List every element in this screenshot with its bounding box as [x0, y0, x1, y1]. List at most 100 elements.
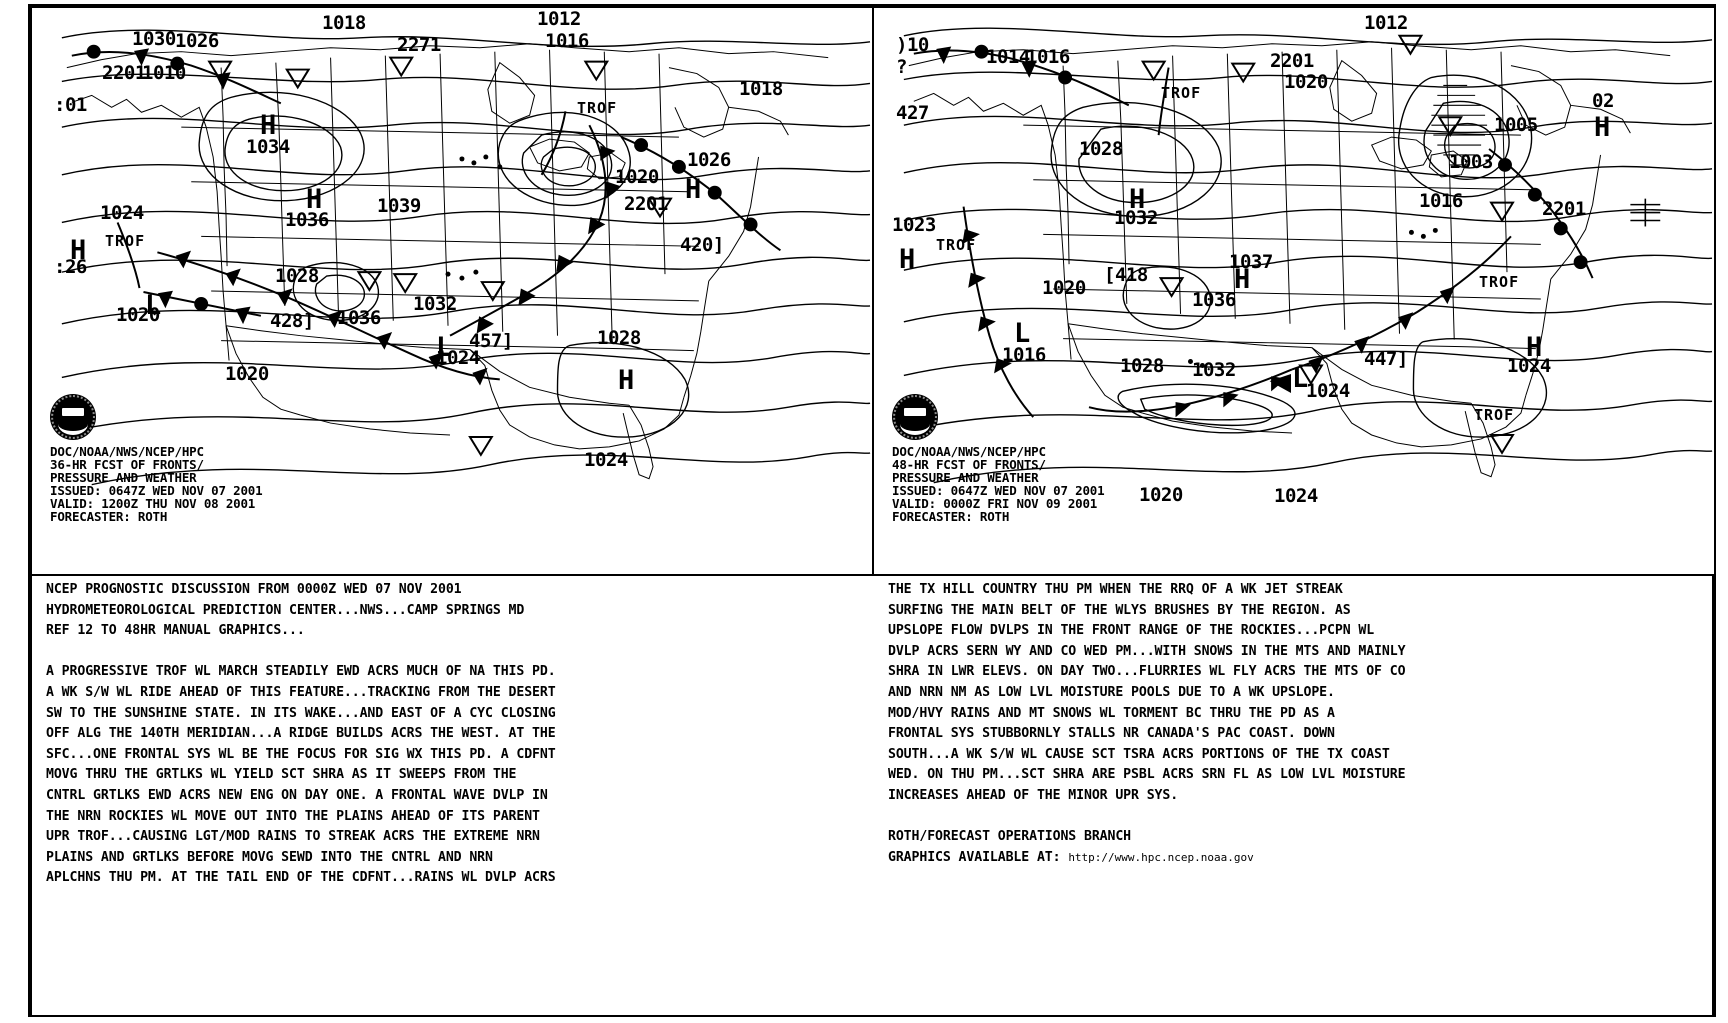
prognostic-discussion-section: NCEP PROGNOSTIC DISCUSSION FROM 0000Z WE… — [30, 574, 1714, 1017]
high-pressure-marker: H — [1234, 264, 1251, 295]
isobar-label: 1020 — [1284, 71, 1328, 93]
isobar-label: 1030 — [132, 28, 176, 50]
discussion-line: A WK S/W WL RIDE AHEAD OF THIS FEATURE..… — [46, 684, 556, 700]
high-pressure-marker: H — [1526, 332, 1543, 363]
caption-product-line2: PRESSURE AND WEATHER — [50, 470, 197, 485]
discussion-line: OFF ALG THE 140TH MERIDIAN...A RIDGE BUI… — [46, 726, 556, 742]
caption-product-line1: 48-HR FCST OF FRONTS/ — [892, 457, 1046, 472]
map-panel-36hr[interactable]: 1018 1012 1016 2271 1030 1026 2201 1010 … — [30, 6, 874, 576]
isobar-label: 1024 — [1274, 485, 1318, 507]
isobar-label: 1036 — [1192, 289, 1236, 311]
discussion-line: SFC...ONE FRONTAL SYS WL BE THE FOCUS FO… — [46, 746, 556, 762]
seal-ring — [51, 395, 95, 439]
discussion-line: INCREASES AHEAD OF THE MINOR UPR SYS. — [888, 787, 1179, 803]
caption-agency: DOC/NOAA/NWS/NCEP/HPC — [50, 444, 204, 459]
high-pressure-marker: H — [70, 235, 87, 266]
caption-product-line1: 36-HR FCST OF FRONTS/ — [50, 457, 204, 472]
noaa-seal-icon — [50, 394, 96, 440]
discussion-column-left: NCEP PROGNOSTIC DISCUSSION FROM 0000Z WE… — [46, 580, 856, 889]
discussion-column-right: THE TX HILL COUNTRY THU PM WHEN THE RRQ … — [888, 580, 1698, 868]
caption-agency: DOC/NOAA/NWS/NCEP/HPC — [892, 444, 1046, 459]
isobar-label: 1016 — [1026, 46, 1070, 68]
isobar-label: 1003 — [1449, 151, 1493, 173]
isobar-label: 420] — [680, 234, 724, 256]
isobar-label: 1024 — [436, 347, 480, 369]
isobar-label: 1020 — [1139, 484, 1183, 506]
isobar-label: 1032 — [1192, 359, 1236, 381]
high-pressure-marker: H — [685, 174, 702, 205]
isobar-label: 1020 — [615, 166, 659, 188]
isobar-label: 1016 — [1002, 344, 1046, 366]
isobar-label: 1034 — [246, 136, 290, 158]
isobar-label: 1037 — [1229, 251, 1273, 273]
trof-label: TROF — [1479, 273, 1520, 291]
discussion-line: PLAINS AND GRTLKS BEFORE MOVG SEWD INTO … — [46, 849, 493, 865]
discussion-line: SW TO THE SUNSHINE STATE. IN ITS WAKE...… — [46, 705, 556, 721]
trof-label: TROF — [1161, 84, 1202, 102]
discussion-line: HYDROMETEOROLOGICAL PREDICTION CENTER...… — [46, 602, 525, 618]
discussion-line: SURFING THE MAIN BELT OF THE WLYS BRUSHE… — [888, 602, 1351, 618]
seal-bar — [904, 407, 926, 416]
discussion-line: THE NRN ROCKIES WL MOVE OUT INTO THE PLA… — [46, 808, 540, 824]
graphics-availability-row: GRAPHICS AVAILABLE AT: http://www.hpc.nc… — [888, 848, 1698, 869]
isobar-label: 1016 — [1419, 190, 1463, 212]
isobar-label: 1024 — [584, 449, 628, 471]
surface-analysis-map-48hr — [903, 27, 1713, 484]
isobar-label: 1016 — [545, 30, 589, 52]
isobar-label: :26 — [54, 256, 87, 278]
high-pressure-marker: H — [899, 244, 916, 275]
high-pressure-marker: H — [306, 184, 323, 215]
map-panels: 1018 1012 1016 2271 1030 1026 2201 1010 … — [30, 6, 1716, 576]
isobar-label: 1024 — [100, 202, 144, 224]
isobar-label: 1024 — [1507, 355, 1551, 377]
isobar-label: 1036 — [285, 209, 329, 231]
trof-label: TROF — [936, 236, 977, 254]
isobar-label: 2201 — [1270, 50, 1314, 72]
isobar-label: 1032 — [1114, 207, 1158, 229]
discussion-line: MOVG THRU THE GRTLKS WL YIELD SCT SHRA A… — [46, 767, 517, 783]
isobar-label: 457] — [469, 330, 513, 352]
map-panel-48hr[interactable]: 1012 )10 1014 1016 2201 TROF 1020 ? 02 4… — [872, 6, 1716, 576]
low-pressure-marker: L — [1292, 363, 1309, 394]
discussion-line: A PROGRESSIVE TROF WL MARCH STEADILY EWD… — [46, 664, 556, 680]
isobar-label: 1020 — [116, 304, 160, 326]
discussion-line: UPR TROF...CAUSING LGT/MOD RAINS TO STRE… — [46, 829, 540, 845]
caption-forecaster: FORECASTER: ROTH — [892, 509, 1010, 524]
caption-valid: VALID: 1200Z THU NOV 08 2001 — [50, 496, 256, 511]
seal-ring — [893, 395, 937, 439]
discussion-line: WED. ON THU PM...SCT SHRA ARE PSBL ACRS … — [888, 767, 1406, 783]
discussion-line: NCEP PROGNOSTIC DISCUSSION FROM 0000Z WE… — [46, 582, 462, 597]
isobar-label: 1028 — [597, 327, 641, 349]
high-pressure-marker: H — [1594, 112, 1611, 143]
discussion-line: SHRA IN LWR ELEVS. ON DAY TWO...FLURRIES… — [888, 664, 1406, 680]
discussion-line: CNTRL GRTLKS EWD ACRS NEW ENG ON DAY ONE… — [46, 787, 548, 803]
discussion-line: MOD/HVY RAINS AND MT SNOWS WL TORMENT BC… — [888, 705, 1335, 721]
discussion-blank-line — [46, 642, 856, 663]
isobar-label: ? — [896, 56, 907, 78]
caption-forecaster: FORECASTER: ROTH — [50, 509, 168, 524]
high-pressure-marker: H — [260, 110, 277, 141]
caption-issued: ISSUED: 0647Z WED NOV 07 2001 — [50, 483, 263, 498]
discussion-line: SOUTH...A WK S/W WL CAUSE SCT TSRA ACRS … — [888, 746, 1390, 762]
isobar-label: 1023 — [892, 214, 936, 236]
isobar-label: 1020 — [225, 363, 269, 385]
discussion-line: FRONTAL SYS STUBBORNLY STALLS NR CANADA'… — [888, 726, 1335, 742]
isobar-label: 1028 — [1120, 355, 1164, 377]
isobar-label: [418 — [1104, 264, 1148, 286]
discussion-line: APLCHNS THU PM. AT THE TAIL END OF THE C… — [46, 870, 556, 886]
isobar-label: 1018 — [739, 78, 783, 100]
isobar-label: 427 — [896, 102, 929, 124]
graphics-url-link[interactable]: http://www.hpc.ncep.noaa.gov — [1068, 850, 1254, 864]
isobar-label: 1039 — [377, 195, 421, 217]
discussion-blank-line — [888, 807, 1698, 828]
high-pressure-marker: H — [1129, 184, 1146, 215]
surface-analysis-map-36hr — [61, 29, 871, 486]
discussion-line: THE TX HILL COUNTRY THU PM WHEN THE RRQ … — [888, 582, 1343, 597]
seal-bar — [62, 407, 84, 416]
isobar-label: 2201 — [1542, 198, 1586, 220]
trof-label: TROF — [105, 232, 146, 250]
seal-arc — [900, 413, 930, 436]
discussion-signature: ROTH/FORECAST OPERATIONS BRANCH — [888, 829, 1132, 845]
isobar-label: 1032 — [413, 293, 457, 315]
